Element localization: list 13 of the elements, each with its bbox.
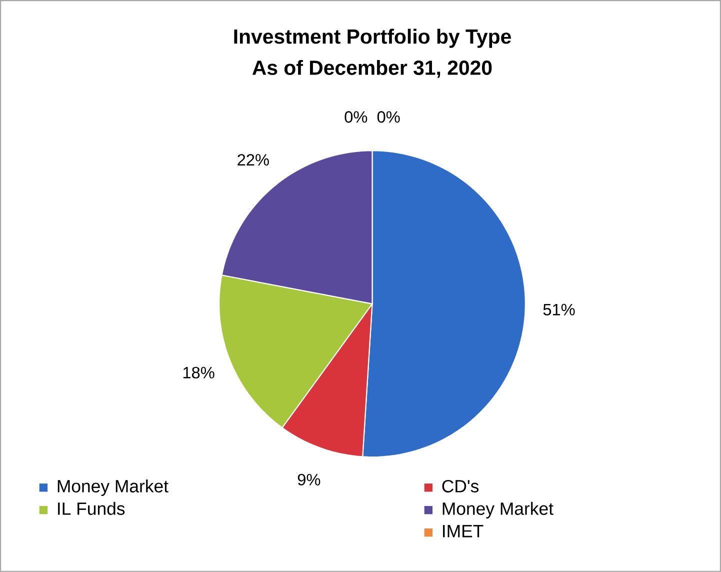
legend-label: IL Funds xyxy=(58,502,125,515)
chart-title: Investment Portfolio by Type xyxy=(234,28,511,48)
data-label: 9% xyxy=(298,474,320,486)
text: 0% xyxy=(377,111,400,123)
legend-label: CD's xyxy=(442,480,479,493)
legend-label: Money Market xyxy=(442,502,554,518)
chart-subtitle: As of December 31, 2020 xyxy=(252,60,492,78)
text: 0% xyxy=(344,111,368,123)
data-label: 22% xyxy=(238,154,269,166)
data-label: 18% xyxy=(183,366,214,378)
legend-label: IMET xyxy=(443,525,484,538)
data-label: 51% xyxy=(543,304,575,316)
legend-label: Money Market xyxy=(58,480,168,496)
